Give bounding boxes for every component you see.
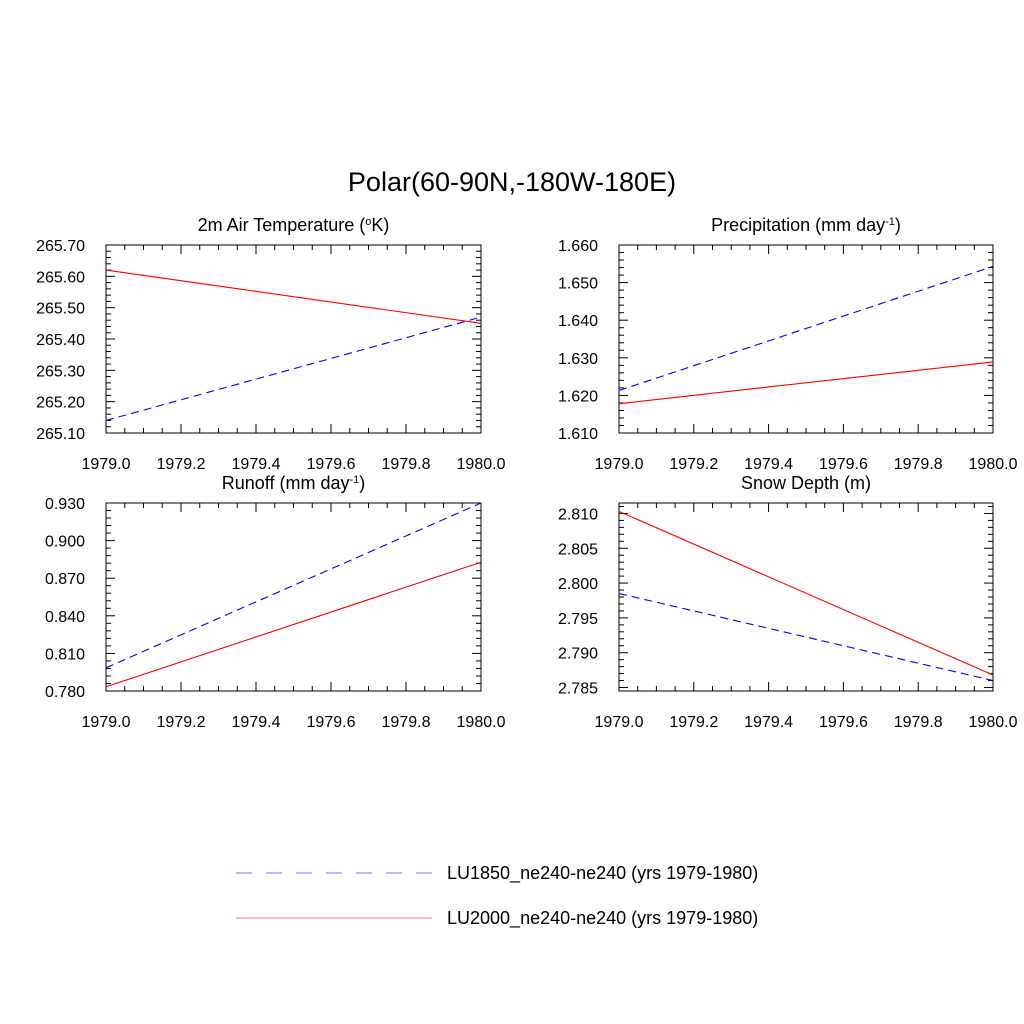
y-tick-label: 265.10 <box>36 426 85 443</box>
panel-title: Snow Depth (m) <box>741 473 871 493</box>
panel-runoff: Runoff (mm day-1) 1979.0 1979.2 1979.4 1979.… <box>45 473 506 731</box>
x-tick-label: 1979.0 <box>82 714 131 731</box>
y-tick-label: 0.870 <box>45 571 85 588</box>
x-tick-label: 1979.0 <box>595 456 644 473</box>
y-tick-label: 2.805 <box>558 541 598 558</box>
plot-frame <box>105 502 482 692</box>
plot-frame <box>618 244 994 434</box>
x-tick-label: 1979.4 <box>744 456 793 473</box>
x-tick-label: 1979.6 <box>307 714 356 731</box>
series-line-lu2000 <box>105 561 482 688</box>
y-tick-label: 0.810 <box>45 646 85 663</box>
x-tick-label: 1979.8 <box>382 714 431 731</box>
y-tick-label: 0.930 <box>45 496 85 513</box>
plot-frame <box>618 502 994 692</box>
panel-title: Precipitation (mm day-1) <box>711 215 901 235</box>
x-tick-label: 1980.0 <box>457 714 506 731</box>
x-tick-label: 1979.0 <box>82 456 131 473</box>
series-line-lu1850 <box>105 316 482 421</box>
y-tick-label: 265.30 <box>36 363 85 380</box>
panel-precipitation: Precipitation (mm day-1) 1979.0 1979.2 1979… <box>558 215 1018 473</box>
y-tick-label: 265.70 <box>36 238 85 255</box>
figure-title: Polar(60-90N,-180W-180E) <box>348 167 676 197</box>
y-tick-label: 1.630 <box>558 351 598 368</box>
x-tick-label: 1980.0 <box>457 456 506 473</box>
series-line-lu1850 <box>618 592 994 682</box>
y-tick-label: 2.810 <box>558 506 598 523</box>
panel-title: Runoff (mm day-1) <box>222 473 366 493</box>
x-tick-label: 1979.6 <box>819 456 868 473</box>
y-tick-label: 2.790 <box>558 646 598 663</box>
x-tick-label: 1979.2 <box>669 456 718 473</box>
x-tick-label: 1979.0 <box>595 714 644 731</box>
panel-air-temperature: 2m Air Temperature (oK) 1979.0 1979.2 1979.… <box>36 215 506 473</box>
x-tick-label: 1980.0 <box>969 714 1018 731</box>
x-tick-label: 1979.2 <box>157 456 206 473</box>
y-tick-label: 2.800 <box>558 576 598 593</box>
series-line-lu1850 <box>105 502 482 669</box>
x-tick-label: 1979.8 <box>894 456 943 473</box>
y-tick-label: 0.900 <box>45 534 85 551</box>
y-tick-label: 1.620 <box>558 388 598 405</box>
legend: LU1850_ne240-ne240 (yrs 1979-1980) LU2000… <box>236 863 758 929</box>
y-tick-label: 0.840 <box>45 609 85 626</box>
x-tick-label: 1979.2 <box>669 714 718 731</box>
series-line-lu2000 <box>618 510 994 676</box>
panel-title: 2m Air Temperature (oK) <box>198 215 390 235</box>
x-tick-label: 1979.4 <box>232 714 281 731</box>
legend-label-lu1850: LU1850_ne240-ne240 (yrs 1979-1980) <box>447 863 758 884</box>
y-tick-label: 1.610 <box>558 426 598 443</box>
y-tick-label: 2.785 <box>558 681 598 698</box>
x-tick-label: 1979.6 <box>819 714 868 731</box>
y-tick-label: 265.50 <box>36 301 85 318</box>
y-tick-label: 1.660 <box>558 238 598 255</box>
y-tick-label: 265.40 <box>36 332 85 349</box>
x-tick-label: 1979.4 <box>744 714 793 731</box>
x-tick-label: 1979.2 <box>157 714 206 731</box>
y-tick-label: 1.650 <box>558 276 598 293</box>
x-tick-label: 1979.8 <box>894 714 943 731</box>
panels: 2m Air Temperature (oK) 1979.0 1979.2 1979.… <box>36 215 1018 731</box>
series-line-lu2000 <box>105 269 482 324</box>
x-tick-label: 1980.0 <box>969 456 1018 473</box>
y-tick-label: 2.795 <box>558 611 598 628</box>
legend-label-lu2000: LU2000_ne240-ne240 (yrs 1979-1980) <box>447 908 758 929</box>
series-line-lu1850 <box>618 265 994 392</box>
y-tick-label: 265.60 <box>36 269 85 286</box>
x-tick-label: 1979.6 <box>307 456 356 473</box>
y-tick-label: 265.20 <box>36 395 85 412</box>
x-tick-label: 1979.4 <box>232 456 281 473</box>
y-tick-label: 1.640 <box>558 313 598 330</box>
y-tick-label: 0.780 <box>45 684 85 701</box>
series-line-lu2000 <box>618 361 994 405</box>
x-tick-label: 1979.8 <box>382 456 431 473</box>
panel-snow-depth: Snow Depth (m) 1979.0 1979.2 1979.4 1979.6 19… <box>558 473 1018 731</box>
